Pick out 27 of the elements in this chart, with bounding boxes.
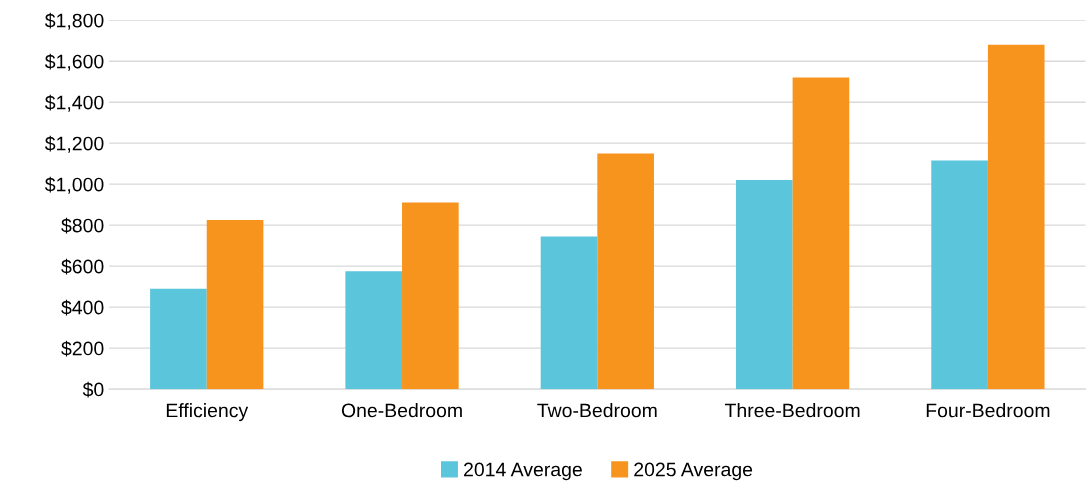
y-tick-label: $400 <box>61 299 104 316</box>
legend-label: 2014 Average <box>464 462 582 481</box>
x-tick-label: Efficiency <box>166 403 249 422</box>
y-tick-label: $200 <box>61 340 104 357</box>
bar <box>540 236 598 390</box>
y-tick-label: $1,800 <box>44 12 104 30</box>
y-tick-label: $1,400 <box>44 94 104 112</box>
y-tick-label: $1,600 <box>44 53 104 71</box>
bar <box>735 180 793 390</box>
bar <box>931 160 988 390</box>
bar <box>792 77 850 390</box>
legend-label: 2025 Average <box>634 462 753 481</box>
bar <box>987 44 1045 390</box>
bar <box>597 153 654 390</box>
x-tick-label: One-Bedroom <box>341 403 462 418</box>
bar <box>345 271 403 390</box>
bar <box>206 220 264 390</box>
bar <box>402 202 459 390</box>
y-tick-label: $1,000 <box>44 176 104 194</box>
x-tick-label: Two-Bedroom <box>537 403 657 418</box>
y-tick-label: $600 <box>61 258 104 275</box>
y-tick-label: $1,200 <box>44 135 104 153</box>
x-tick-label: Three-Bedroom <box>724 403 860 418</box>
x-tick-label: Four-Bedroom <box>926 403 1050 418</box>
bar <box>150 288 207 390</box>
y-tick-label: $800 <box>61 217 104 234</box>
y-tick-label: $0 <box>82 381 104 398</box>
